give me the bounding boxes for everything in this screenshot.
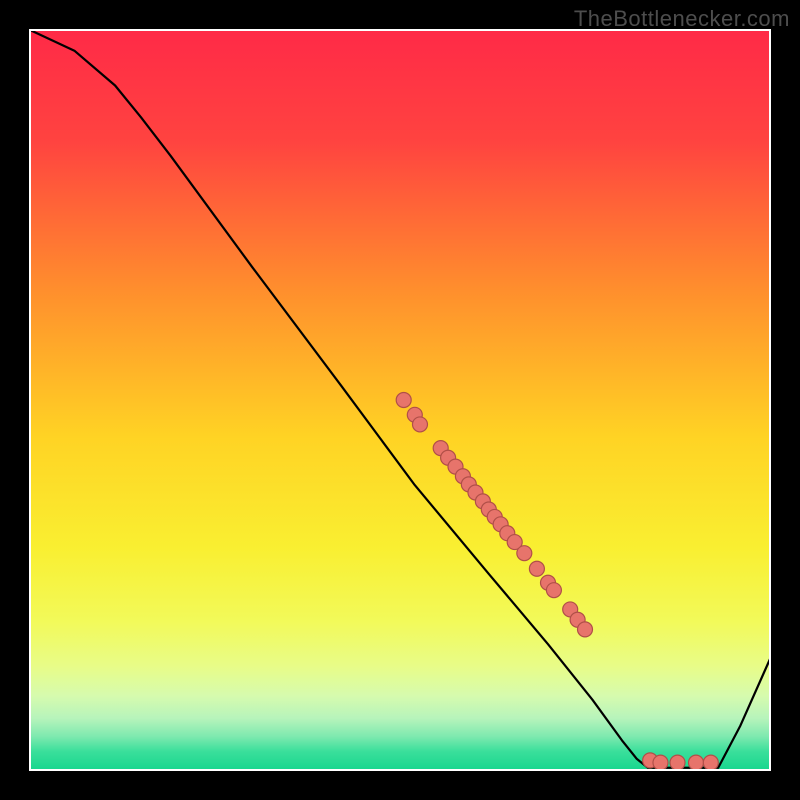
data-marker: [412, 417, 427, 432]
watermark-label: TheBottlenecker.com: [574, 6, 790, 32]
data-marker: [670, 755, 685, 770]
data-marker: [396, 393, 411, 408]
data-marker: [517, 546, 532, 561]
data-marker: [578, 622, 593, 637]
data-marker: [529, 561, 544, 576]
data-marker: [653, 755, 668, 770]
bottleneck-chart: [0, 0, 800, 800]
data-marker: [546, 583, 561, 598]
data-marker: [703, 755, 718, 770]
data-marker: [689, 755, 704, 770]
chart-stage: TheBottlenecker.com: [0, 0, 800, 800]
